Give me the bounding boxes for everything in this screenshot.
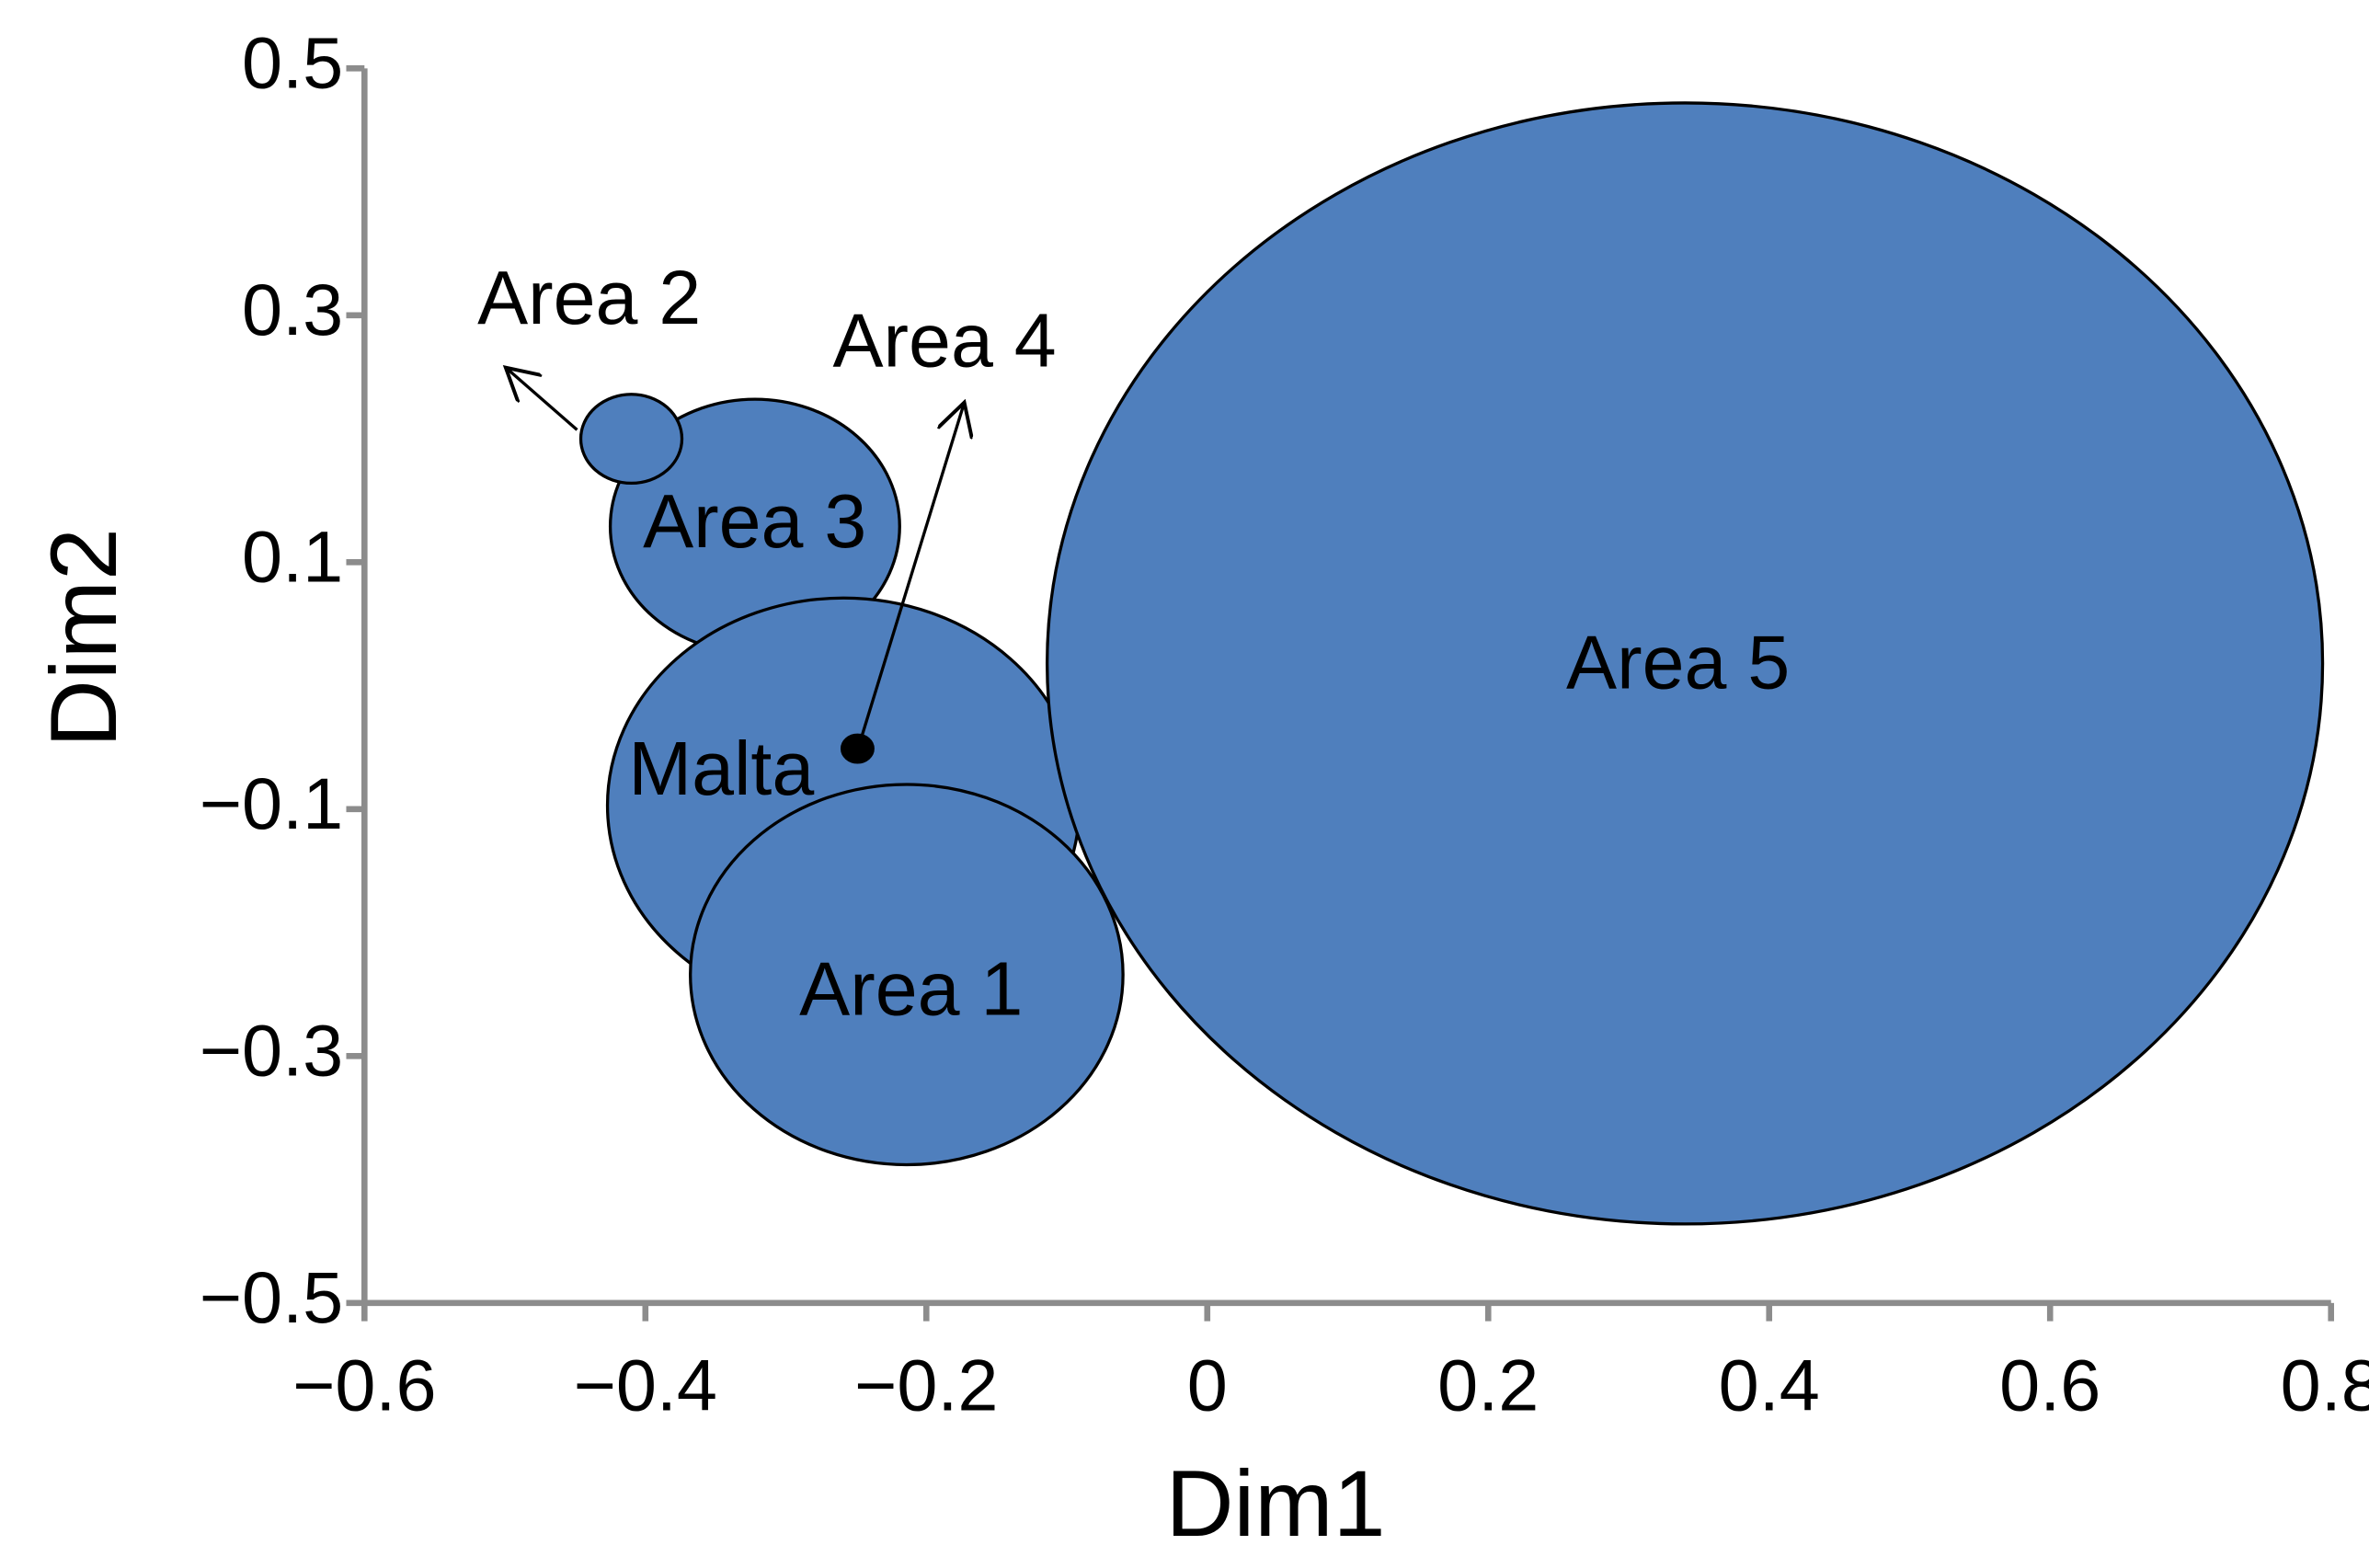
y-tick-label: −0.1 xyxy=(200,762,343,844)
x-tick-label: −0.4 xyxy=(574,1345,717,1426)
bubble-label: Area 1 xyxy=(799,946,1023,1031)
x-tick-label: 0.4 xyxy=(1719,1345,1820,1426)
arrow xyxy=(506,368,578,431)
x-tick-label: −0.6 xyxy=(292,1345,436,1426)
y-tick-label: −0.3 xyxy=(200,1009,343,1091)
y-tick-label: 0.3 xyxy=(242,269,343,350)
bubble xyxy=(578,393,684,486)
y-tick-label: 0.1 xyxy=(242,515,343,597)
bubble-label: Area 2 xyxy=(477,256,701,340)
bubble xyxy=(1045,101,2325,1226)
y-axis-title: Dim2 xyxy=(30,528,136,748)
y-tick-label: −0.5 xyxy=(200,1256,343,1338)
arrow xyxy=(856,403,965,750)
bubble-label: Malta xyxy=(628,727,814,811)
x-tick-label: 0.8 xyxy=(2281,1345,2369,1426)
bubble-label: Area 3 xyxy=(643,479,866,564)
bubble-label: Area 5 xyxy=(1566,620,1790,704)
x-tick-label: 0.6 xyxy=(1999,1345,2100,1426)
x-tick-label: 0 xyxy=(1187,1345,1228,1426)
x-tick-label: −0.2 xyxy=(854,1345,998,1426)
y-tick-label: 0.5 xyxy=(242,21,343,103)
x-tick-label: 0.2 xyxy=(1437,1345,1539,1426)
bubble xyxy=(689,783,1125,1167)
bubble-label: Area 4 xyxy=(832,298,1056,383)
bubble xyxy=(840,733,875,764)
x-axis-title: Dim1 xyxy=(1166,1450,1386,1556)
